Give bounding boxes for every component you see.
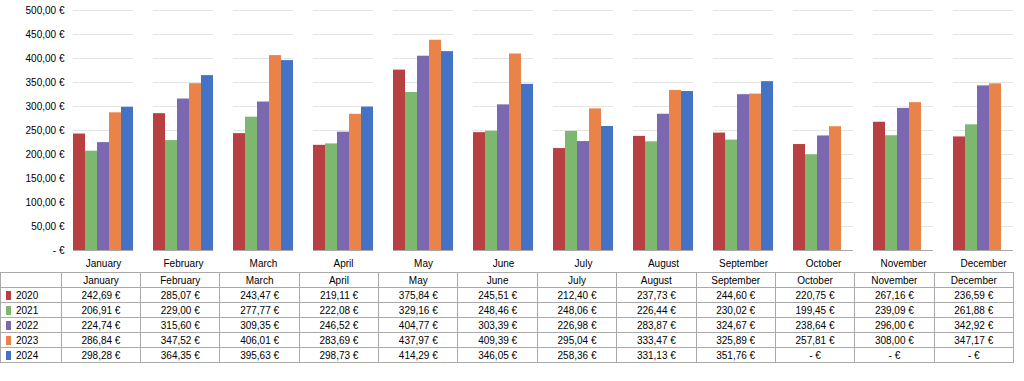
svg-text:350,00 €: 350,00 € xyxy=(26,77,65,88)
svg-text:100,00 €: 100,00 € xyxy=(26,197,65,208)
html-text:248,46 €: 248,46 € xyxy=(478,304,518,316)
html-text:315,60 €: 315,60 € xyxy=(160,319,200,331)
svg-text:250,00 €: 250,00 € xyxy=(26,125,65,136)
html-text:2023: 2023 xyxy=(16,334,39,346)
html-text:March: March xyxy=(245,274,274,286)
html-text:December: December xyxy=(950,274,997,286)
html-text:346,05 €: 346,05 € xyxy=(478,349,518,361)
html-text:April: April xyxy=(329,274,349,286)
html-text:226,98 €: 226,98 € xyxy=(557,319,597,331)
html-text:June: June xyxy=(486,274,509,286)
svg-text:November: November xyxy=(880,258,927,269)
html-text:245,51 €: 245,51 € xyxy=(478,289,518,301)
svg-text:June: June xyxy=(493,258,515,269)
svg-text:August: August xyxy=(648,258,679,269)
svg-text:200,00 €: 200,00 € xyxy=(26,149,65,160)
html-text:246,52 €: 246,52 € xyxy=(319,319,359,331)
html-text:2021: 2021 xyxy=(16,304,39,316)
html-text:226,44 €: 226,44 € xyxy=(636,304,676,316)
svg-text:150,00 €: 150,00 € xyxy=(26,173,65,184)
html-text:248,06 €: 248,06 € xyxy=(557,304,597,316)
html-text:329,16 €: 329,16 € xyxy=(398,304,438,316)
html-text:437,97 €: 437,97 € xyxy=(398,334,438,346)
html-text:277,77 €: 277,77 € xyxy=(240,304,280,316)
html-text:308,00 €: 308,00 € xyxy=(874,334,914,346)
html-text:283,87 €: 283,87 € xyxy=(636,319,676,331)
html-text:2024: 2024 xyxy=(16,349,39,361)
html-text:309,35 €: 309,35 € xyxy=(240,319,280,331)
html-text:298,28 €: 298,28 € xyxy=(81,349,121,361)
svg-text:500,00 €: 500,00 € xyxy=(26,5,65,16)
html-text:222,08 €: 222,08 € xyxy=(319,304,359,316)
svg-text:400,00 €: 400,00 € xyxy=(26,53,65,64)
html-text:July: July xyxy=(568,274,586,286)
html-text:404,77 €: 404,77 € xyxy=(398,319,438,331)
html-text:November: November xyxy=(871,274,918,286)
html-text:236,59 €: 236,59 € xyxy=(954,289,994,301)
svg-text:300,00 €: 300,00 € xyxy=(26,101,65,112)
html-text:364,35 €: 364,35 € xyxy=(160,349,200,361)
html-text:406,01 €: 406,01 € xyxy=(240,334,280,346)
html-text:303,39 €: 303,39 € xyxy=(478,319,518,331)
html-text:409,39 €: 409,39 € xyxy=(478,334,518,346)
svg-text:October: October xyxy=(806,258,842,269)
html-text:238,64 €: 238,64 € xyxy=(795,319,835,331)
html-text:267,16 €: 267,16 € xyxy=(874,289,914,301)
html-text:286,84 €: 286,84 € xyxy=(81,334,121,346)
html-text:325,89 €: 325,89 € xyxy=(716,334,756,346)
html-text:199,45 €: 199,45 € xyxy=(795,304,835,316)
html-text:285,07 €: 285,07 € xyxy=(160,289,200,301)
html-text:219,11 €: 219,11 € xyxy=(319,289,359,301)
html-text:August: August xyxy=(640,274,672,286)
svg-text:50,00 €: 50,00 € xyxy=(31,221,65,232)
html-text:257,81 €: 257,81 € xyxy=(795,334,835,346)
html-text:January: January xyxy=(83,274,119,286)
html-text:229,00 €: 229,00 € xyxy=(160,304,200,316)
html-text:2020: 2020 xyxy=(16,289,39,301)
svg-text:February: February xyxy=(163,258,203,269)
html-text:October: October xyxy=(797,274,833,286)
svg-text:- €: - € xyxy=(53,245,65,256)
svg-text:March: March xyxy=(250,258,278,269)
html-text:237,73 €: 237,73 € xyxy=(636,289,676,301)
svg-text:May: May xyxy=(414,258,433,269)
html-text:212,40 €: 212,40 € xyxy=(557,289,597,301)
html-text:February: February xyxy=(160,274,201,286)
html-text:283,69 €: 283,69 € xyxy=(319,334,359,346)
html-text:243,47 €: 243,47 € xyxy=(240,289,280,301)
html-text:242,69 €: 242,69 € xyxy=(81,289,121,301)
html-text:351,76 €: 351,76 € xyxy=(716,349,756,361)
html-text:296,00 €: 296,00 € xyxy=(874,319,914,331)
svg-text:April: April xyxy=(333,258,353,269)
html-text:298,73 €: 298,73 € xyxy=(319,349,359,361)
html-text:333,47 €: 333,47 € xyxy=(636,334,676,346)
html-text:258,36 €: 258,36 € xyxy=(557,349,597,361)
html-text:261,88 €: 261,88 € xyxy=(954,304,994,316)
html-text:414,29 €: 414,29 € xyxy=(398,349,438,361)
html-text:224,74 €: 224,74 € xyxy=(81,319,121,331)
html-text:331,13 €: 331,13 € xyxy=(636,349,676,361)
html-text:244,60 €: 244,60 € xyxy=(716,289,756,301)
html-text:342,92 €: 342,92 € xyxy=(954,319,994,331)
html-text:347,52 €: 347,52 € xyxy=(160,334,200,346)
html-text:206,91 €: 206,91 € xyxy=(81,304,121,316)
html-text:2022: 2022 xyxy=(16,319,39,331)
svg-text:September: September xyxy=(719,258,769,269)
html-text:375,84 €: 375,84 € xyxy=(398,289,438,301)
html-text:324,67 €: 324,67 € xyxy=(716,319,756,331)
svg-text:January: January xyxy=(86,258,122,269)
html-text:220,75 €: 220,75 € xyxy=(795,289,835,301)
svg-text:450,00 €: 450,00 € xyxy=(26,29,65,40)
svg-text:July: July xyxy=(575,258,593,269)
html-text:395,63 €: 395,63 € xyxy=(240,349,280,361)
html-text:347,17 €: 347,17 € xyxy=(954,334,994,346)
html-text:239,09 €: 239,09 € xyxy=(874,304,914,316)
html-text:295,04 €: 295,04 € xyxy=(557,334,597,346)
html-text:230,02 €: 230,02 € xyxy=(716,304,756,316)
html-text:May: May xyxy=(408,274,428,286)
svg-text:December: December xyxy=(960,258,1007,269)
html-text:September: September xyxy=(711,274,761,286)
